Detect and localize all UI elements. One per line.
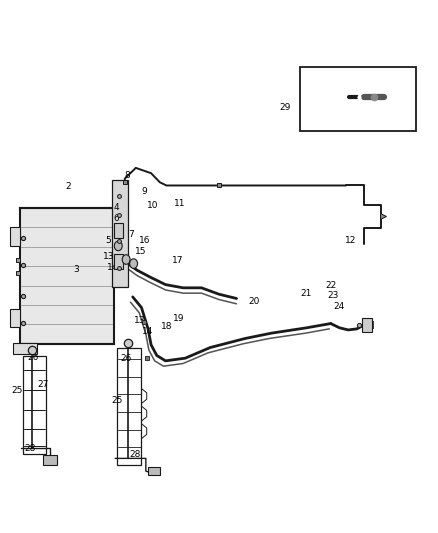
Text: 18: 18 [161, 322, 172, 330]
Text: 12: 12 [345, 237, 356, 245]
Circle shape [130, 259, 138, 269]
Text: 26: 26 [27, 353, 39, 361]
Text: 16: 16 [139, 237, 150, 245]
Text: 8: 8 [124, 172, 130, 180]
Text: 3: 3 [74, 265, 80, 273]
Bar [117, 348, 141, 465]
Bar [300, 67, 416, 131]
Text: 22: 22 [325, 281, 336, 289]
Text: 2: 2 [65, 182, 71, 191]
Text: 4: 4 [113, 204, 119, 212]
Text: 14: 14 [107, 263, 119, 272]
Text: 28: 28 [129, 450, 141, 458]
Text: 15: 15 [135, 247, 147, 256]
Bar [10, 309, 20, 327]
Circle shape [122, 255, 130, 264]
Text: 21: 21 [300, 289, 311, 297]
Bar [23, 356, 46, 454]
Text: 1: 1 [9, 229, 15, 237]
Text: 13: 13 [103, 253, 114, 261]
Bar [362, 318, 372, 332]
Text: 9: 9 [141, 188, 148, 196]
Text: 27: 27 [37, 381, 49, 389]
Text: 25: 25 [11, 386, 22, 394]
Text: 30: 30 [353, 98, 365, 107]
Text: 5: 5 [106, 237, 112, 245]
Bar [114, 254, 123, 269]
Bar [20, 208, 114, 344]
Bar [10, 227, 20, 246]
Bar [148, 467, 160, 475]
Text: 17: 17 [172, 256, 183, 264]
Bar [13, 343, 37, 354]
Text: 13: 13 [134, 317, 145, 325]
Text: 10: 10 [147, 201, 158, 209]
Text: 14: 14 [142, 327, 154, 336]
Text: 28: 28 [24, 445, 35, 453]
Text: 24: 24 [334, 302, 345, 311]
Text: 23: 23 [327, 292, 339, 300]
Text: 29: 29 [279, 103, 290, 112]
Text: 26: 26 [120, 354, 132, 362]
Text: 20: 20 [248, 297, 260, 305]
Bar [114, 223, 123, 238]
Text: 11: 11 [174, 199, 185, 208]
Text: 31: 31 [344, 117, 355, 126]
Text: 6: 6 [113, 214, 119, 223]
Text: 19: 19 [173, 314, 184, 323]
Bar [112, 180, 128, 287]
Text: 25: 25 [112, 397, 123, 405]
Bar [43, 455, 57, 465]
Circle shape [114, 241, 122, 251]
Text: 7: 7 [128, 230, 134, 239]
